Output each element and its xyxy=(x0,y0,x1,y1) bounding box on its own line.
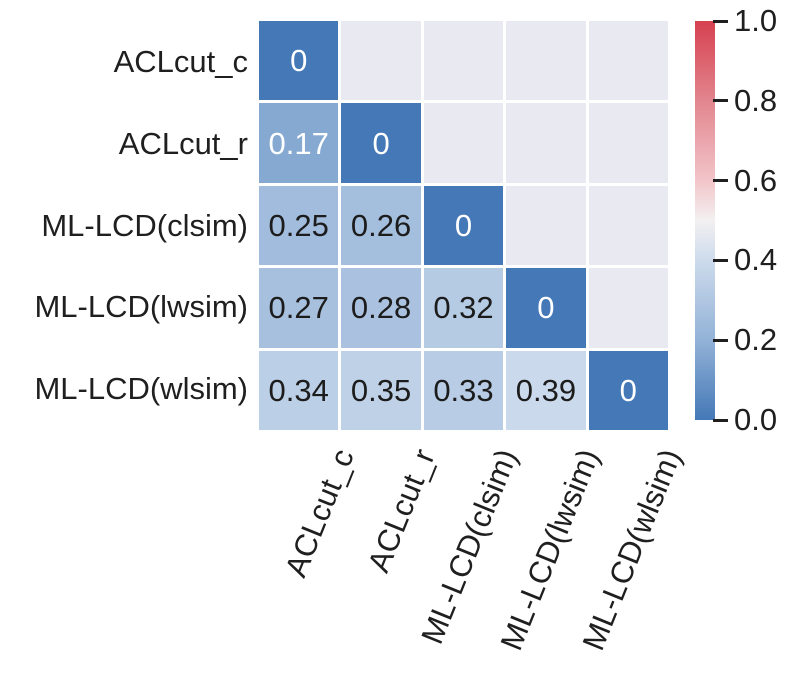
cell-value: 0.25 xyxy=(268,207,329,243)
heatmap-cell-masked xyxy=(506,21,586,101)
heatmap-cell-masked xyxy=(588,21,668,101)
cell-value: 0.34 xyxy=(268,372,329,408)
cell-value: 0.27 xyxy=(268,290,329,326)
y-tick-label: ML-LCD(lwsim) xyxy=(34,289,248,325)
heatmap-cell-masked xyxy=(588,185,668,266)
colorbar-tick-label: 0.4 xyxy=(734,242,778,278)
heatmap-cell: 0.17 xyxy=(259,103,339,183)
heatmap-cell-masked xyxy=(423,21,504,101)
colorbar-gradient xyxy=(695,21,715,420)
x-tick-label: ACLcut_c xyxy=(277,444,361,582)
x-tick-label: ACLcut_r xyxy=(361,444,443,577)
heatmap-cell: 0.26 xyxy=(341,185,421,266)
heatmap-cell-masked xyxy=(588,103,668,183)
heatmap-cell: 0 xyxy=(588,350,668,430)
heatmap-cell: 0 xyxy=(259,21,339,101)
heatmap-cell: 0.32 xyxy=(423,268,504,348)
heatmap-cell: 0.25 xyxy=(259,185,339,266)
y-tick-label: ML-LCD(wlsim) xyxy=(34,371,248,407)
colorbar-tick-mark xyxy=(713,19,728,23)
y-tick-label: ACLcut_r xyxy=(118,125,248,161)
cell-value: 0.39 xyxy=(515,372,577,408)
y-tick-label: ACLcut_c xyxy=(113,43,248,79)
colorbar-tick-label: 1.0 xyxy=(734,3,778,38)
y-tick-label: ML-LCD(clsim) xyxy=(41,207,248,243)
colorbar-tick-mark xyxy=(713,418,728,422)
heatmap-cell: 0 xyxy=(423,185,504,266)
colorbar-tick-mark xyxy=(713,99,728,103)
cell-value: 0 xyxy=(372,125,390,161)
heatmap-grid: 0 0.17 0 0.25 0.26 0 0.27 0.28 0.32 0 0.34 0.35 0.33… xyxy=(259,21,668,430)
heatmap-cell: 0.39 xyxy=(506,350,586,430)
cell-value: 0.33 xyxy=(433,372,494,408)
heatmap-cell: 0 xyxy=(341,103,421,183)
colorbar-tick-mark xyxy=(713,179,728,183)
colorbar-tick-mark xyxy=(713,258,728,262)
colorbar-tick-mark xyxy=(713,338,728,342)
heatmap-cell: 0.27 xyxy=(259,268,339,348)
heatmap-cell: 0 xyxy=(506,268,586,348)
heatmap-cell-masked xyxy=(588,268,668,348)
colorbar-tick-label: 0.2 xyxy=(734,322,778,358)
cell-value: 0.28 xyxy=(350,290,412,326)
cell-value: 0 xyxy=(454,207,473,243)
heatmap-cell: 0.35 xyxy=(341,350,421,430)
colorbar-tick-label: 0.6 xyxy=(734,162,778,198)
colorbar-tick-label: 0.8 xyxy=(734,82,778,118)
heatmap-cell-masked xyxy=(341,21,421,101)
cell-value: 0.32 xyxy=(433,290,494,326)
cell-value: 0 xyxy=(290,43,308,79)
heatmap-cell: 0.28 xyxy=(341,268,421,348)
cell-value: 0 xyxy=(537,290,555,326)
cell-value: 0.26 xyxy=(350,207,412,243)
heatmap-cell: 0.33 xyxy=(423,350,504,430)
heatmap-cell-masked xyxy=(506,103,586,183)
cell-value: 0 xyxy=(619,372,637,408)
cell-value: 0.17 xyxy=(268,125,329,161)
heatmap-cell-masked xyxy=(423,103,504,183)
colorbar-tick-label: 0.0 xyxy=(734,402,778,437)
heatmap-cell: 0.34 xyxy=(259,350,339,430)
cell-value: 0.35 xyxy=(350,372,412,408)
heatmap-cell-masked xyxy=(506,185,586,266)
